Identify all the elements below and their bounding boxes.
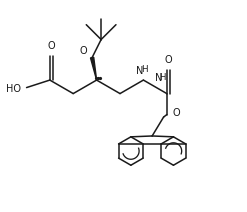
Text: O: O — [80, 46, 87, 56]
Text: O: O — [173, 108, 180, 118]
Polygon shape — [90, 57, 97, 80]
Text: O: O — [164, 55, 172, 65]
Text: N: N — [136, 66, 144, 76]
Text: N: N — [155, 73, 162, 83]
Text: H: H — [159, 73, 165, 82]
Text: HO: HO — [5, 84, 21, 94]
Text: H: H — [141, 65, 147, 74]
Text: O: O — [47, 41, 55, 51]
